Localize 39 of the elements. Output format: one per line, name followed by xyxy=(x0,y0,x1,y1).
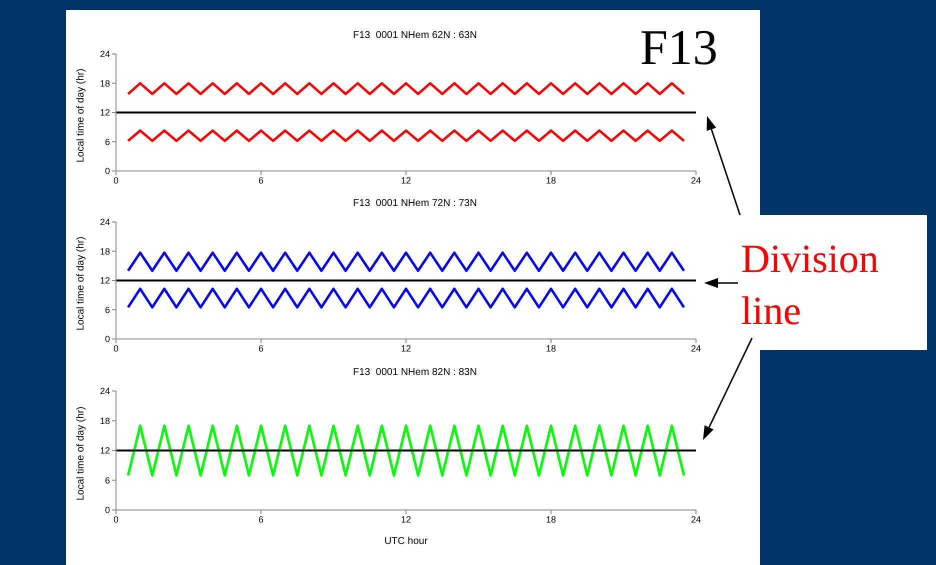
x-tick-label: 24 xyxy=(690,343,702,354)
y-tick-label: 6 xyxy=(104,304,110,315)
x-tick-label: 6 xyxy=(258,175,264,186)
text: Division line xyxy=(741,235,880,335)
x-tick-label: 18 xyxy=(546,514,556,524)
y-tick-label: 18 xyxy=(100,416,110,426)
y-tick-label: 24 xyxy=(100,49,110,60)
x-tick-label: 18 xyxy=(546,175,556,186)
x-tick-label: 24 xyxy=(690,514,702,524)
x-axis-title: UTC hour xyxy=(384,536,428,547)
y-tick-label: 6 xyxy=(104,136,110,147)
chart-title: F13 0001 NHem 82N : 83N xyxy=(352,367,478,380)
x-tick-label: 24 xyxy=(690,175,702,186)
x-tick-label: 6 xyxy=(258,343,264,354)
y-tick-label: 0 xyxy=(104,505,110,516)
y-tick-label: 12 xyxy=(100,108,110,118)
x-tick-label: 6 xyxy=(258,514,264,524)
y-axis-title: Local time of day (hr) xyxy=(76,68,87,162)
x-tick-label: 18 xyxy=(546,343,556,354)
y-tick-label: 6 xyxy=(104,475,110,486)
y-tick-label: 0 xyxy=(104,334,110,344)
y-tick-label: 12 xyxy=(100,446,110,456)
annotation: F13 xyxy=(640,18,718,76)
y-axis-title: Local time of day (hr) xyxy=(76,406,87,500)
chart-title: F13 0001 NHem 62N : 63N xyxy=(353,30,477,41)
y-tick-label: 12 xyxy=(100,276,110,286)
y-tick-label: 18 xyxy=(100,78,110,88)
x-tick-label: 0 xyxy=(113,514,119,524)
y-tick-label: 24 xyxy=(100,386,110,396)
y-tick-label: 0 xyxy=(104,166,110,176)
x-tick-label: 12 xyxy=(400,514,412,524)
y-tick-label: 18 xyxy=(100,246,110,256)
y-tick-label: 24 xyxy=(100,217,110,228)
x-tick-label: 12 xyxy=(400,175,412,186)
x-tick-label: 0 xyxy=(113,343,119,354)
chart-title: F13 0001 NHem 72N : 73N xyxy=(352,198,478,211)
y-axis-title: Local time of day (hr) xyxy=(76,236,87,330)
x-tick-label: 12 xyxy=(400,343,412,354)
x-tick-label: 0 xyxy=(113,175,119,186)
